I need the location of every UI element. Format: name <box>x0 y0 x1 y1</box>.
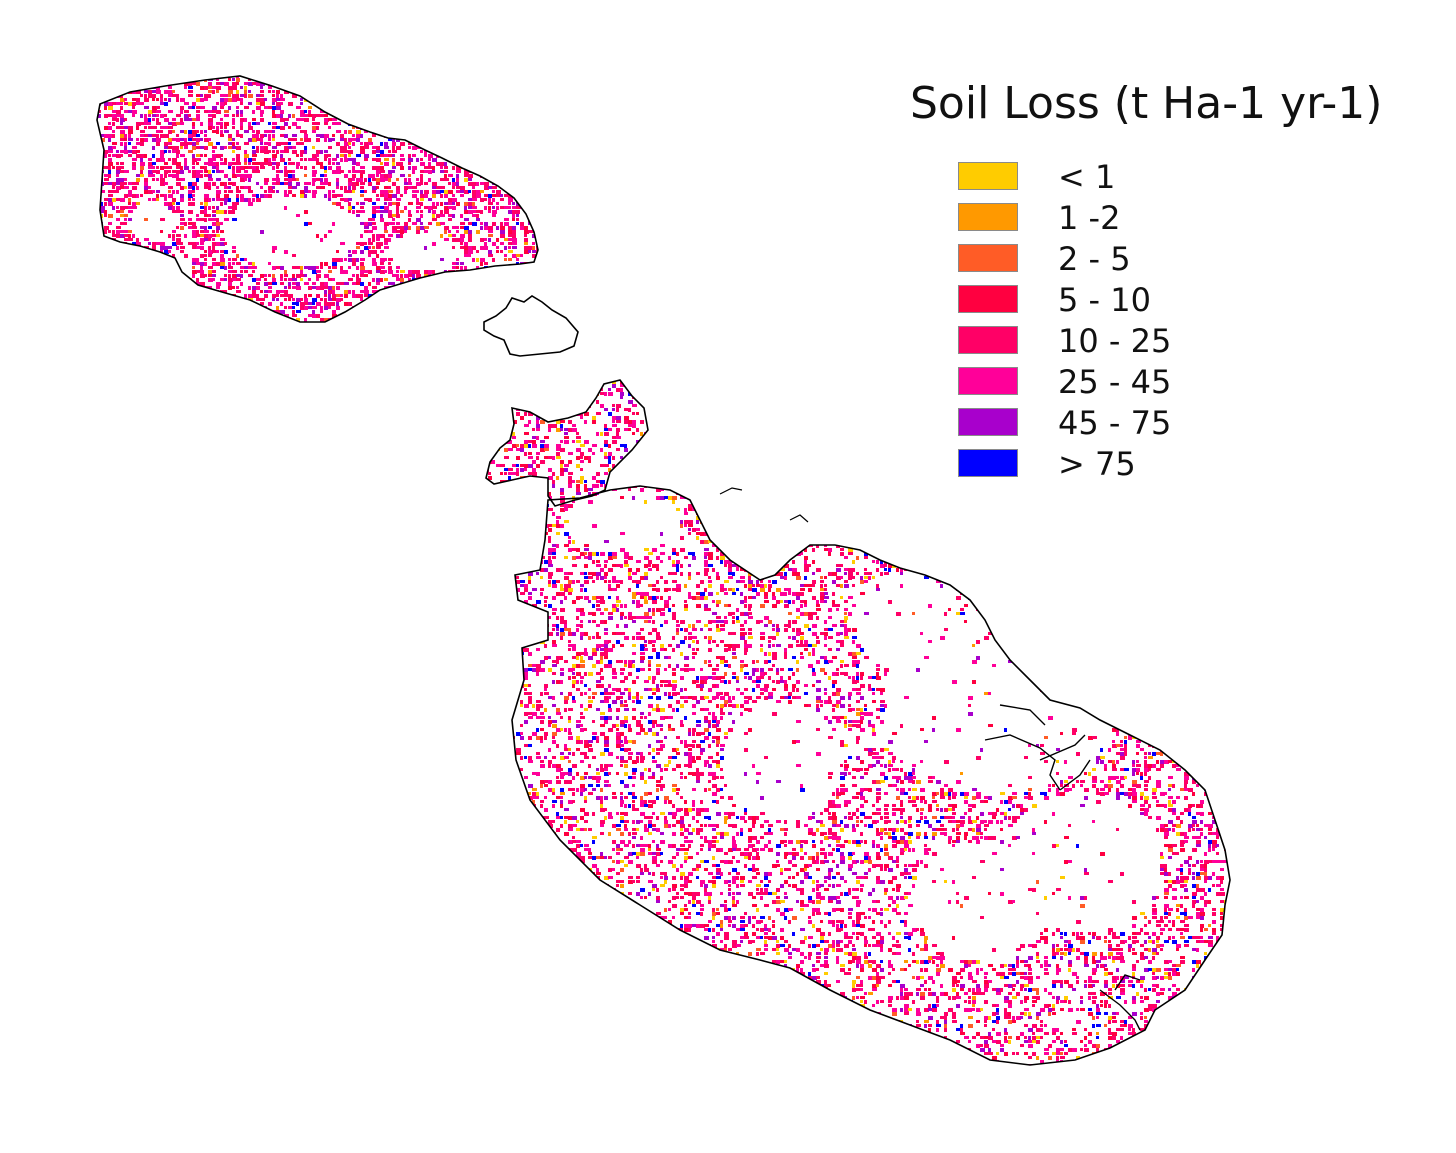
legend-swatch <box>958 203 1018 231</box>
legend-swatch <box>958 367 1018 395</box>
gozo-soil-loss-raster <box>97 76 538 322</box>
legend-swatch <box>958 285 1018 313</box>
legend-title: Soil Loss (t Ha-1 yr-1) <box>910 78 1383 129</box>
legend-label: 45 - 75 <box>1058 404 1172 442</box>
malta-north-outline <box>485 379 649 507</box>
legend-swatch <box>958 449 1018 477</box>
comino-outline <box>483 295 579 357</box>
gozo-outline <box>96 75 539 323</box>
legend-label: 2 - 5 <box>1058 240 1131 278</box>
legend-swatch <box>958 162 1018 190</box>
harbour-inlets <box>984 704 1141 1031</box>
small-islets-outline <box>719 487 809 523</box>
malta-main-outline <box>511 485 1231 1066</box>
legend-label: 25 - 45 <box>1058 363 1172 401</box>
legend-label: 10 - 25 <box>1058 322 1172 360</box>
legend-label: > 75 <box>1058 445 1136 483</box>
legend-swatch <box>958 408 1018 436</box>
legend-label: 5 - 10 <box>1058 281 1151 319</box>
legend-label: 1 -2 <box>1058 199 1121 237</box>
legend-label: < 1 <box>1058 158 1116 196</box>
legend-swatch <box>958 326 1018 354</box>
legend-swatch <box>958 244 1018 272</box>
